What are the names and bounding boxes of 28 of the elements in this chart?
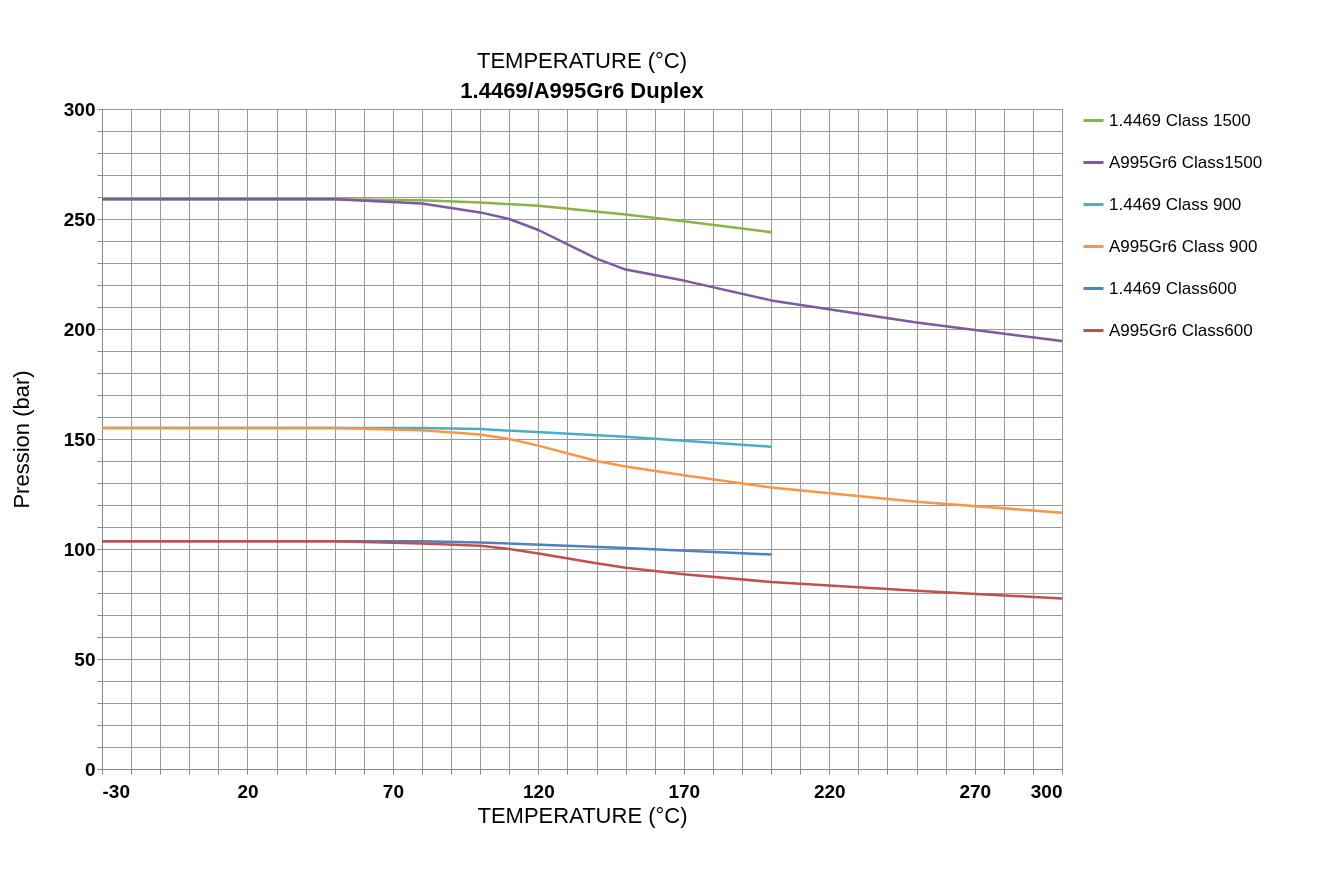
x-tick-label: 300 — [1030, 780, 1063, 802]
legend-label: 1.4469 Class 1500 — [1109, 110, 1251, 130]
legend-label: A995Gr6 Class 900 — [1109, 236, 1258, 256]
x-tick-label: 20 — [237, 780, 259, 802]
y-tick-label: 50 — [74, 648, 96, 670]
y-axis-title: Pression (bar) — [8, 370, 34, 509]
x-axis-title: TEMPERATURE (°C) — [477, 802, 688, 828]
y-tick-label: 100 — [63, 538, 96, 560]
x-tick-label: 170 — [668, 780, 701, 802]
x-tick-label: 270 — [959, 780, 992, 802]
line-series — [100, 540, 1064, 600]
line-series — [100, 197, 1064, 343]
text: TEMPERATURE (°C) — [476, 48, 688, 73]
line-series — [100, 426, 1064, 514]
y-tick-label: 200 — [63, 318, 96, 340]
legend-label: A995Gr6 Class1500 — [1109, 152, 1263, 172]
y-tick-label: 150 — [63, 428, 96, 450]
legend-label: 1.4469 Class600 — [1109, 278, 1237, 298]
legend-label: A995Gr6 Class600 — [1109, 320, 1253, 340]
y-tick-label: 0 — [84, 758, 96, 780]
x-tick-label: 220 — [813, 780, 846, 802]
x-tick-label: 120 — [523, 780, 555, 802]
chart-title: 1.4469/A995Gr6 Duplex — [460, 78, 705, 103]
y-tick-label: 300 — [63, 98, 96, 120]
y-tick-label: 250 — [63, 208, 96, 230]
x-tick-label: 70 — [382, 780, 404, 802]
x-tick-label: -30 — [102, 780, 130, 802]
legend-label: 1.4469 Class 900 — [1109, 194, 1242, 214]
